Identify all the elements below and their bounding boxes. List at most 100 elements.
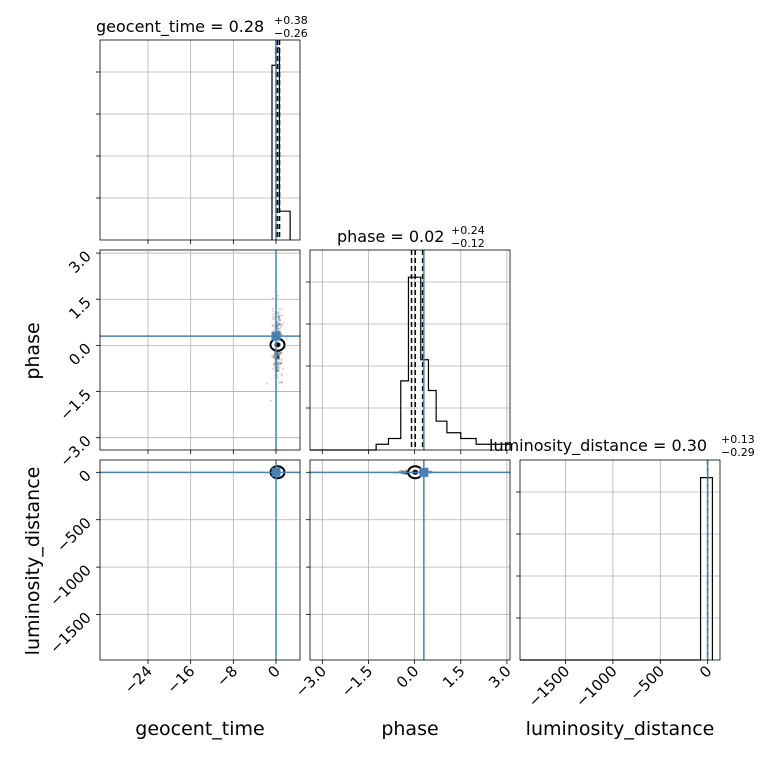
sample-point: [278, 367, 281, 370]
sample-point: [276, 356, 279, 359]
ylabel-phase: phase: [22, 322, 44, 379]
sample-point: [277, 362, 280, 365]
sample-point: [278, 316, 281, 319]
sample-point: [402, 473, 405, 476]
sample-point: [278, 311, 281, 314]
sample-point: [404, 472, 407, 475]
xtick-label-phase: −3.0: [292, 662, 330, 700]
sample-point: [277, 369, 280, 372]
sample-point: [278, 316, 281, 319]
sample-point: [276, 327, 279, 330]
sample-point: [281, 314, 284, 317]
sample-point: [277, 322, 280, 325]
sample-point: [272, 329, 275, 332]
sample-point: [277, 356, 280, 359]
sample-point: [278, 366, 281, 369]
xtick-label-luminosity_distance: 0: [696, 662, 715, 681]
sample-point: [278, 355, 281, 358]
sample-point: [279, 326, 282, 329]
ytick-label-phase: −3.0: [56, 432, 94, 470]
sample-point: [280, 381, 283, 384]
sample-point: [273, 353, 276, 356]
xtick-label-luminosity_distance: −1000: [572, 662, 621, 711]
sample-point: [277, 364, 280, 367]
sample-point: [280, 308, 283, 311]
sample-point: [285, 337, 288, 340]
title-geocent-time: geocent_time = 0.28: [96, 17, 264, 37]
sample-point: [271, 313, 274, 316]
sample-point: [277, 317, 280, 320]
ytick-label-luminosity_distance: 0: [75, 466, 94, 485]
ylabel-luminosity-distance: luminosity_distance: [22, 467, 44, 656]
sample-point: [279, 314, 282, 317]
sample-point: [276, 326, 279, 329]
sample-point: [273, 362, 276, 365]
title-phase-sup: +0.24: [451, 224, 485, 237]
sample-point: [278, 317, 281, 320]
sample-point: [278, 382, 281, 385]
sample-point: [276, 369, 279, 372]
sample-point: [272, 309, 275, 312]
xtick-label-phase: 0.0: [393, 662, 423, 692]
sample-point: [276, 376, 279, 379]
sample-point: [271, 297, 274, 300]
sample-point: [273, 354, 276, 357]
sample-point: [277, 369, 280, 372]
sample-point: [278, 358, 281, 361]
sample-point: [276, 356, 279, 359]
title-phase: phase = 0.02: [337, 227, 444, 246]
sample-point: [271, 316, 274, 319]
sample-point: [276, 357, 279, 360]
sample-point: [277, 355, 280, 358]
title-luminosity-distance-sup: +0.13: [721, 433, 755, 446]
panel-frame: [99, 39, 301, 241]
sample-point: [405, 473, 408, 476]
sample-point: [276, 358, 279, 361]
histogram-luminosity_distance: [520, 477, 714, 661]
sample-point: [273, 354, 276, 357]
sample-point: [282, 322, 285, 325]
sample-point: [277, 318, 280, 321]
sample-point: [272, 356, 275, 359]
sample-point: [278, 319, 281, 322]
sample-point: [276, 373, 279, 376]
sample-point: [278, 354, 281, 357]
sample-point: [278, 307, 281, 310]
sample-point: [276, 355, 279, 358]
sample-point: [404, 469, 407, 472]
sample-point: [276, 324, 279, 327]
panel-frame: [309, 249, 511, 451]
sample-point: [281, 333, 284, 336]
title-phase-sub: −0.12: [451, 237, 485, 250]
sample-point: [399, 469, 402, 472]
xlabel-phase: phase: [381, 718, 438, 740]
sample-point: [276, 353, 279, 356]
sample-point: [280, 357, 283, 360]
panel-luminosity_distance-luminosity_distance: −1500−1000 −500 0: [516, 459, 721, 711]
sample-point: [276, 358, 279, 361]
sample-point: [278, 352, 281, 355]
panel-geocent_time-luminosity_distance: −1500−1000 −500 0 −24 −16 −8 0: [46, 459, 301, 697]
sample-point: [272, 318, 275, 321]
sample-point: [277, 355, 280, 358]
xtick-label-geocent_time: −24: [121, 662, 156, 697]
panel-frame: [519, 459, 721, 661]
sample-point: [276, 366, 279, 369]
sample-point: [277, 360, 280, 363]
sample-point: [276, 327, 279, 330]
sample-point: [271, 355, 274, 358]
panel-phase-luminosity_distance: −3.0 −1.5 0.0 1.5 3.0: [292, 459, 515, 701]
sample-point: [266, 382, 269, 385]
title-geocent-time-sub: −0.26: [274, 27, 308, 40]
sample-point: [277, 353, 280, 356]
sample-point: [280, 362, 283, 365]
title-luminosity-distance: luminosity_distance = 0.30: [489, 436, 707, 456]
sample-point: [269, 399, 272, 402]
sample-point: [271, 325, 274, 328]
sample-point: [273, 324, 276, 327]
xtick-label-geocent_time: −8: [213, 662, 241, 690]
sample-point: [277, 356, 280, 359]
sample-point: [403, 472, 406, 475]
panel-geocent_time-geocent_time: [96, 39, 301, 244]
